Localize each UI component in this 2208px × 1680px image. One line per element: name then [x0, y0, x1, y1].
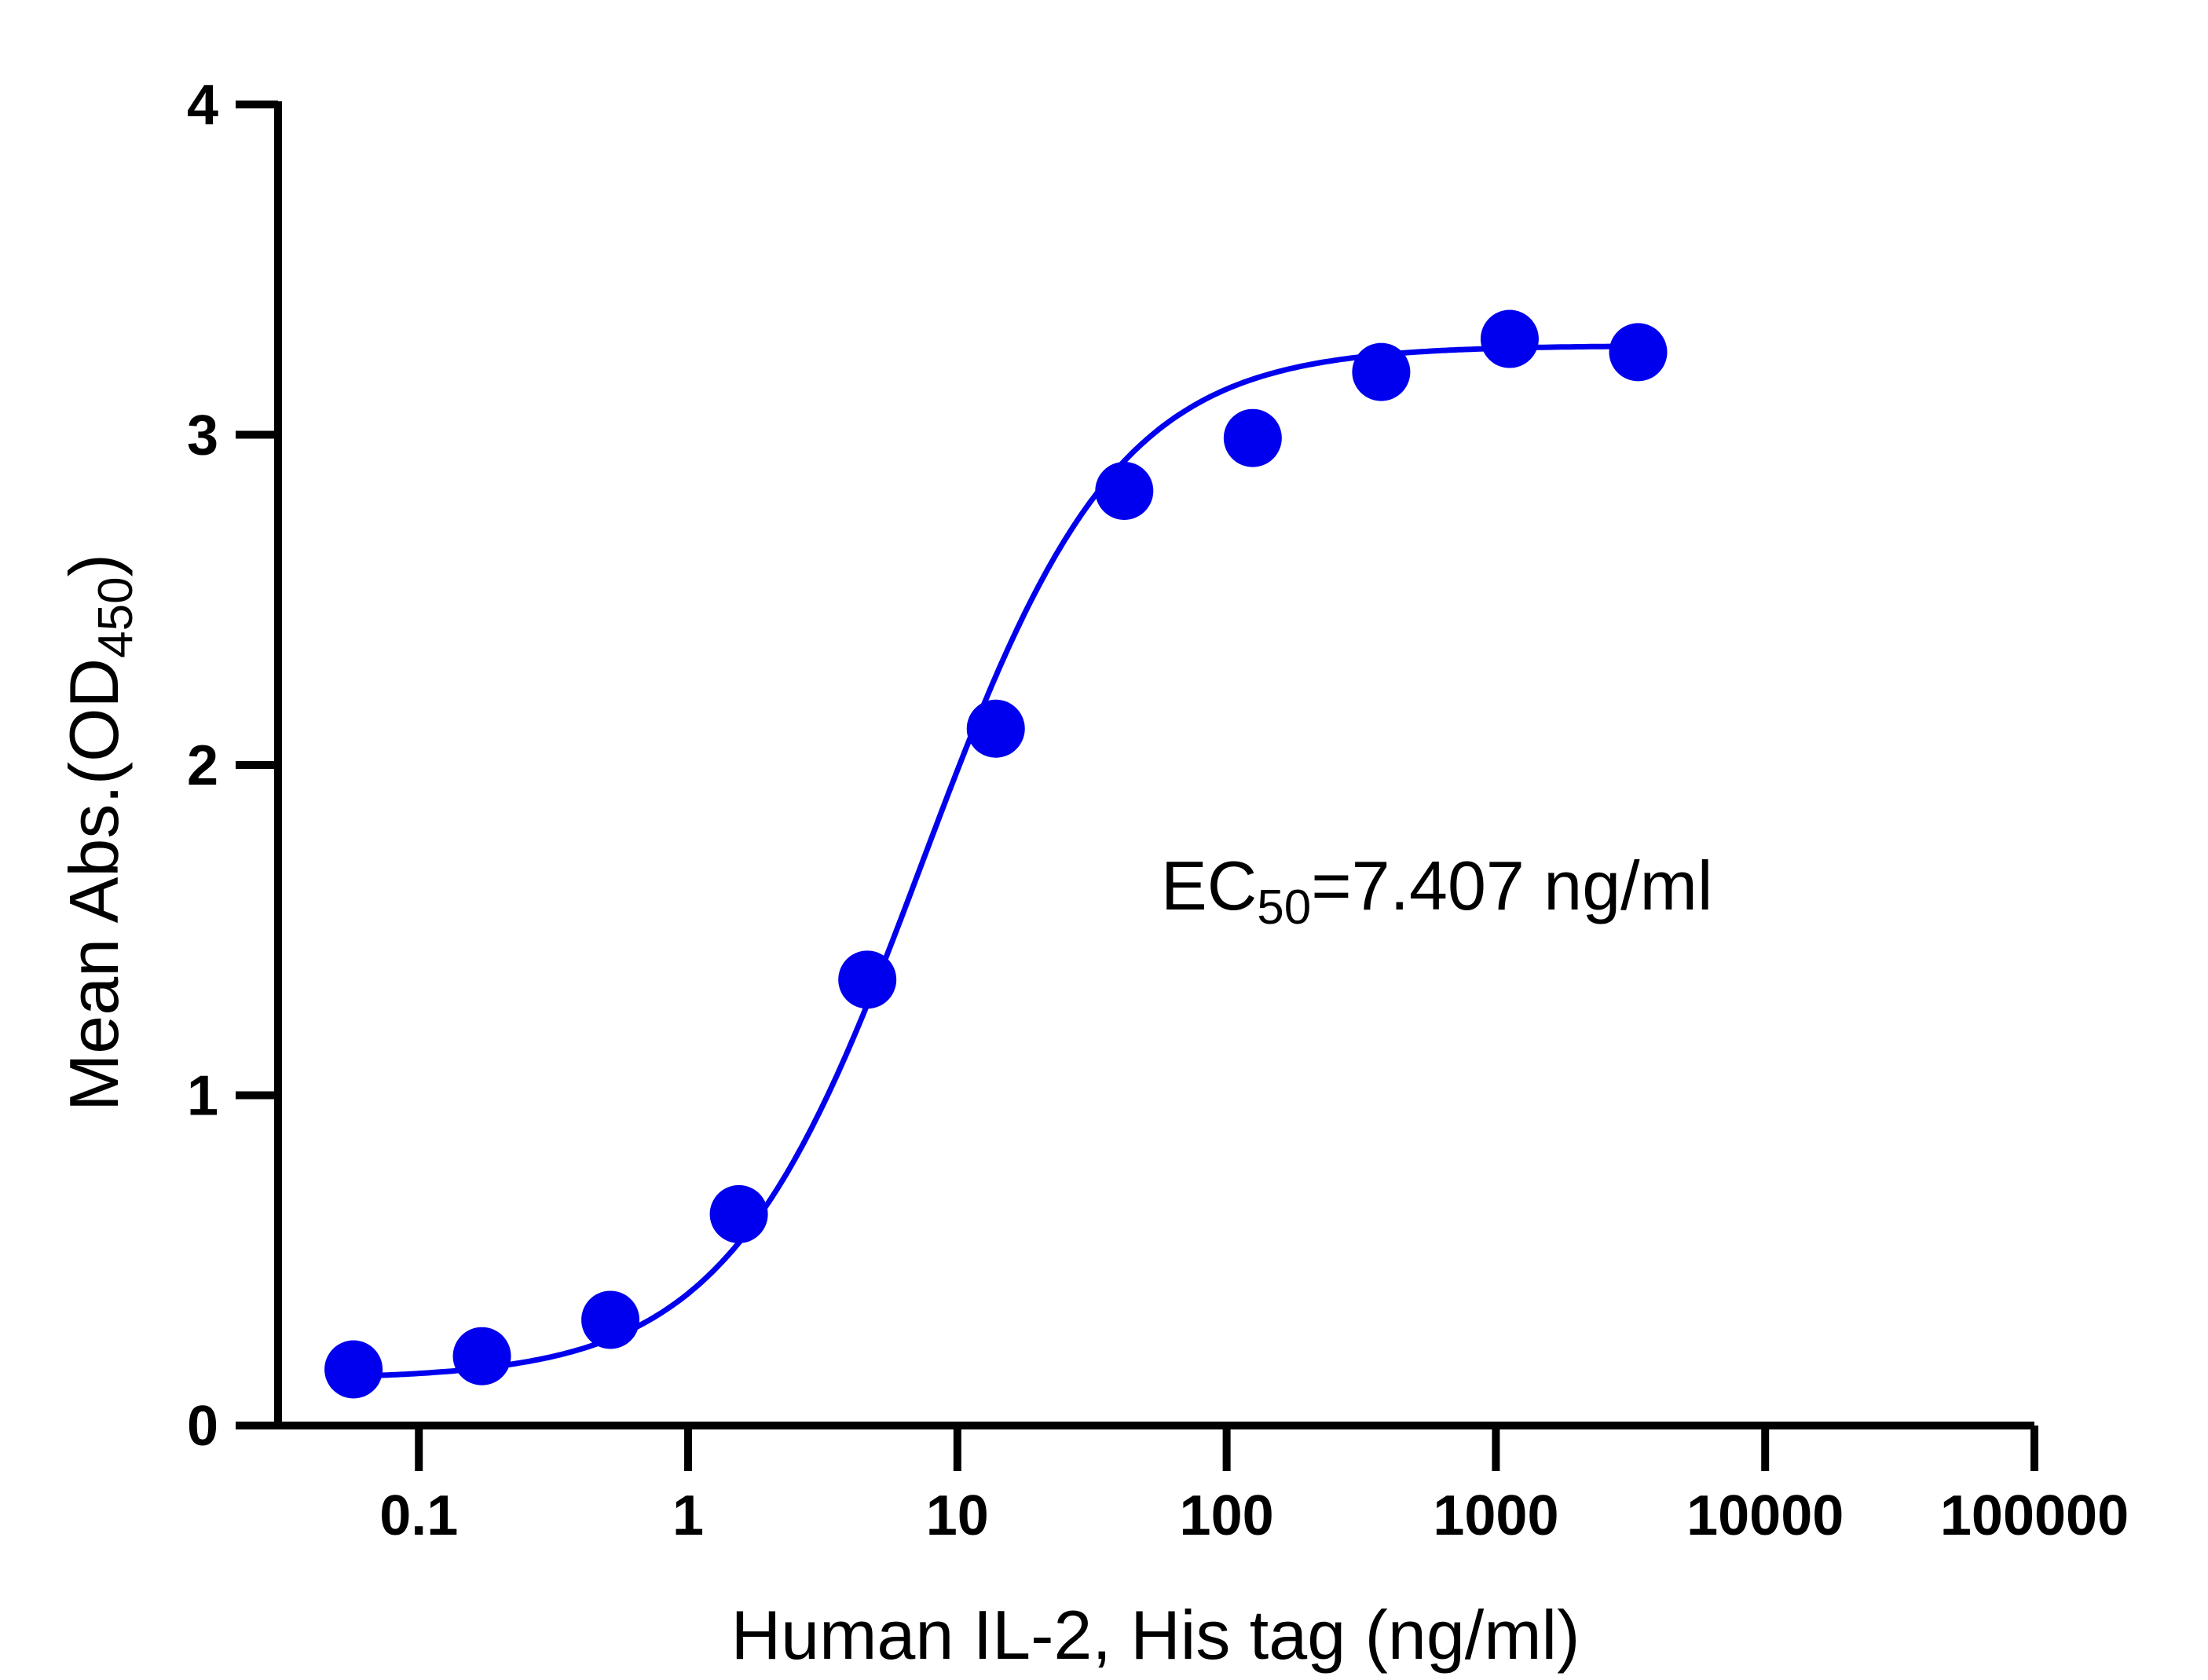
- fit-curve: [353, 343, 1639, 1379]
- y-tick-label: 1: [187, 1065, 218, 1128]
- ec50-annotation: EC50=7.407 ng/ml: [1161, 847, 1712, 935]
- axes: [236, 101, 2034, 1429]
- y-tick-label: 0: [187, 1395, 218, 1458]
- ec50-label-subscript: 50: [1257, 880, 1311, 935]
- y-axis-title: Mean Abs.(OD450): [55, 554, 143, 1111]
- data-point: [1223, 408, 1282, 467]
- ec50-label-value: =7.407 ng/ml: [1311, 847, 1712, 924]
- y-axis-title-close: ): [55, 554, 133, 576]
- x-tick-label: 1000: [1433, 1484, 1558, 1547]
- x-axis-title: Human IL-2, His tag (ng/ml): [731, 1596, 1580, 1674]
- x-tick-label: 100: [1180, 1484, 1274, 1547]
- y-axis-title-subscript: 450: [89, 576, 143, 657]
- y-axis-ticks: 0 1 2 3 4: [187, 74, 278, 1458]
- x-tick-label: 100000: [1940, 1484, 2129, 1547]
- x-tick-label: 10000: [1686, 1484, 1844, 1547]
- data-point: [1352, 342, 1411, 401]
- data-point: [1095, 461, 1154, 520]
- data-point: [838, 950, 897, 1009]
- data-points: [324, 309, 1668, 1399]
- x-tick-label: 1: [672, 1484, 704, 1547]
- x-tick-label: 0.1: [379, 1484, 458, 1547]
- x-axis-ticks: 0.1 1 10 100 1000 10000 100000: [379, 1426, 2129, 1547]
- data-point: [1480, 309, 1539, 368]
- ec50-label-main: EC: [1161, 847, 1257, 924]
- data-point: [966, 699, 1025, 758]
- y-tick-label: 4: [187, 74, 218, 137]
- data-point: [581, 1290, 640, 1349]
- y-tick-label: 3: [187, 404, 218, 467]
- y-axis-title-main: Mean Abs.(OD: [55, 658, 133, 1111]
- data-point: [709, 1184, 768, 1243]
- y-tick-label: 2: [187, 734, 218, 797]
- data-point: [324, 1340, 383, 1399]
- x-tick-label: 10: [926, 1484, 989, 1547]
- data-point: [452, 1327, 511, 1385]
- data-point: [1609, 323, 1668, 382]
